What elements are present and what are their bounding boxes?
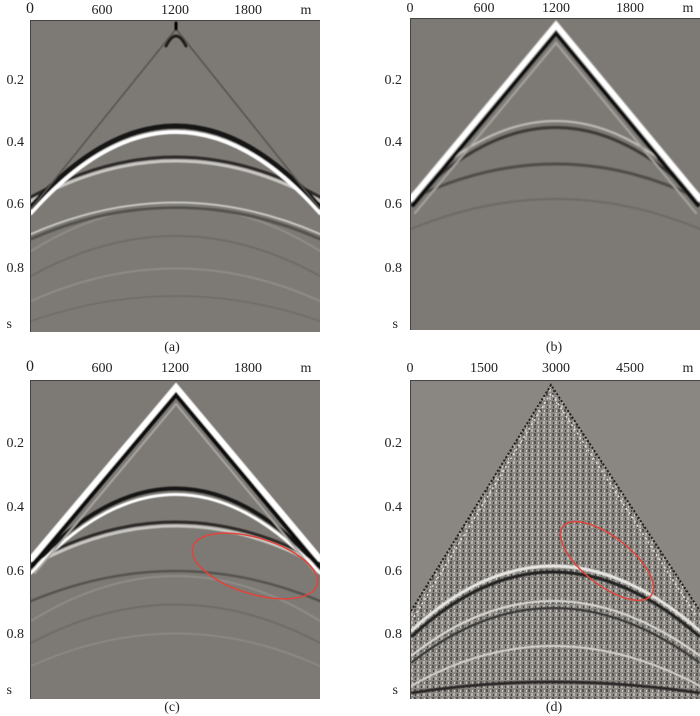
x-tick: 1800	[234, 3, 262, 18]
x-unit: m	[300, 361, 312, 376]
y-tick: 0.8	[6, 261, 25, 276]
x-tick: 600	[91, 361, 113, 376]
y-tick: 0.6	[6, 564, 25, 579]
caption-d: (d)	[545, 700, 563, 715]
x-tick: 3000	[542, 361, 570, 376]
seismic-gather-b	[410, 18, 700, 330]
seismic-gather-a	[30, 20, 320, 332]
y-tick: 0.8	[384, 261, 403, 276]
x-tick: 600	[473, 1, 495, 16]
seismic-gather-d	[410, 380, 700, 699]
y-tick: 0.4	[6, 500, 25, 515]
x-tick: 4500	[616, 361, 644, 376]
x-tick: 1800	[234, 361, 262, 376]
caption-b: (b)	[545, 340, 563, 355]
x-tick: 0	[406, 361, 414, 376]
y-tick: 0.6	[384, 197, 403, 212]
y-unit: s	[392, 317, 398, 332]
y-tick: 0.4	[384, 500, 403, 515]
y-tick: 0.2	[6, 436, 25, 451]
y-tick: 0.2	[6, 73, 25, 88]
y-tick: 0.4	[6, 135, 25, 150]
y-unit: s	[392, 683, 398, 698]
y-tick: 0.2	[384, 73, 403, 88]
x-tick: 1200	[161, 3, 189, 18]
y-unit: s	[6, 317, 12, 332]
x-tick: 1800	[616, 1, 644, 16]
x-unit: m	[682, 361, 694, 376]
caption-a: (a)	[164, 340, 180, 355]
y-tick: 0.6	[384, 564, 403, 579]
highlight-ellipse	[191, 532, 319, 600]
x-unit: m	[300, 3, 312, 18]
x-tick: 0	[406, 1, 414, 16]
x-tick: 1500	[470, 361, 498, 376]
x-tick: 1200	[542, 1, 570, 16]
seismic-gather-c	[30, 380, 320, 699]
caption-c: (c)	[164, 700, 180, 715]
y-tick: 0.2	[384, 436, 403, 451]
x-tick: 600	[91, 3, 113, 18]
y-unit: s	[6, 683, 12, 698]
x-unit: m	[682, 1, 694, 16]
x-tick: 0	[26, 358, 34, 375]
y-tick: 0.8	[6, 627, 25, 642]
highlight-ellipse	[559, 520, 655, 602]
x-tick: 1200	[161, 361, 189, 376]
x-tick: 0	[26, 0, 34, 17]
y-tick: 0.4	[384, 135, 403, 150]
y-tick: 0.6	[6, 197, 25, 212]
y-tick: 0.8	[384, 627, 403, 642]
